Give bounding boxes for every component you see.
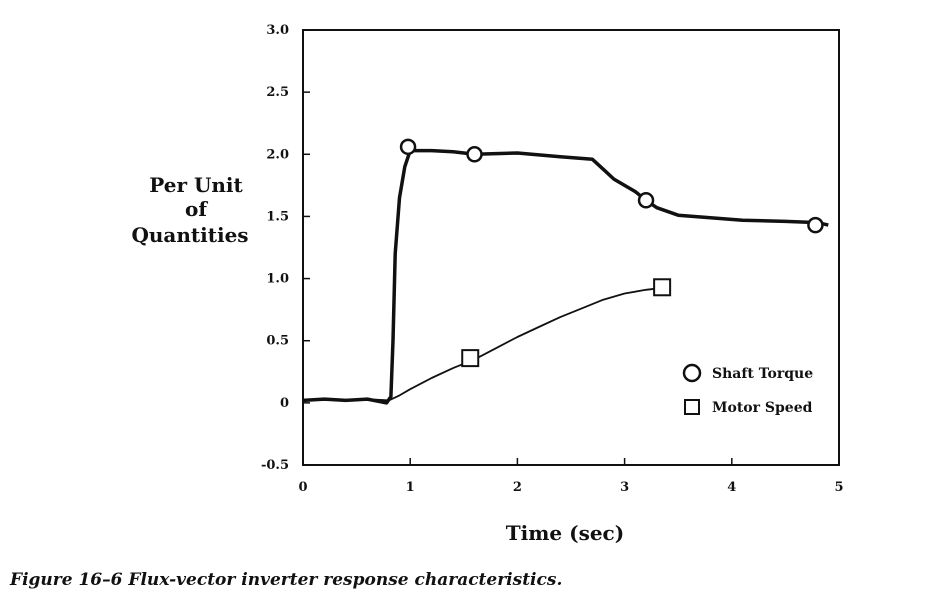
x-tick-label: 5: [834, 480, 843, 495]
x-axis-ticks: 0 1 2 3 4 5: [298, 458, 844, 495]
x-tick-label: 2: [513, 480, 522, 495]
marker-layer: [399, 138, 824, 368]
motor-speed-line: [302, 286, 668, 402]
plot-frame: [302, 29, 840, 466]
y-tick-label: 2.0: [266, 147, 289, 162]
shaft-torque-marker: [399, 138, 417, 156]
shaft-torque-marker: [466, 146, 483, 163]
legend-label-motor-speed: Motor Speed: [712, 400, 813, 416]
legend-label-shaft-torque: Shaft Torque: [712, 366, 813, 382]
x-tick-label: 4: [727, 480, 736, 495]
y-tick-label: 1.0: [266, 272, 289, 287]
y-tick-label: 1.5: [266, 209, 289, 224]
x-tick-label: 0: [298, 480, 307, 495]
y-tick-label: 3.0: [266, 23, 289, 38]
x-axis-title: Time (sec): [506, 521, 624, 545]
motor-speed-marker: [461, 349, 480, 368]
y-axis-title-line-2: of: [185, 197, 208, 221]
x-tick-label: 3: [620, 480, 629, 495]
legend: Shaft Torque Motor Speed: [682, 363, 813, 416]
legend-square-marker: [684, 399, 700, 415]
y-tick-label: 0.5: [266, 334, 289, 349]
y-axis-title-line-1: Per Unit: [149, 173, 243, 197]
legend-circle-marker: [682, 363, 702, 383]
motor-speed-marker: [653, 278, 672, 297]
y-tick-label: -0.5: [261, 458, 289, 473]
y-tick-label: 0: [280, 396, 289, 411]
figure-caption: Figure 16–6 Flux-vector inverter respons…: [10, 570, 563, 590]
x-tick-label: 1: [406, 480, 415, 495]
shaft-torque-line: [302, 148, 829, 405]
y-axis-title-line-3: Quantities: [131, 223, 248, 247]
shaft-torque-marker: [807, 216, 824, 234]
y-axis-ticks: 3.0 2.5 2.0 1.5 1.0 0.5 0 -0.5: [261, 23, 310, 473]
shaft-torque-marker: [637, 192, 655, 209]
y-tick-label: 2.5: [266, 85, 289, 100]
